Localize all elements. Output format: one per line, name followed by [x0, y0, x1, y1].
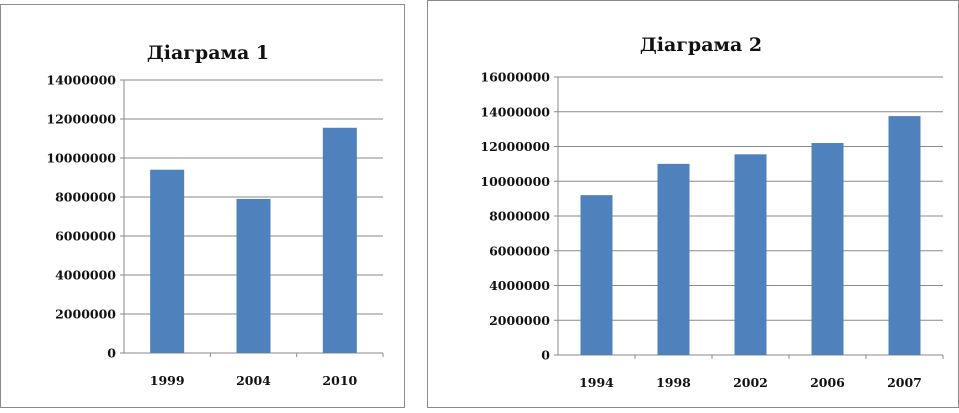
- c2-y-tick-label: 10000000: [480, 174, 550, 189]
- c1-y-tick-label: 12000000: [46, 112, 116, 127]
- c1-y-tick-label: 14000000: [46, 73, 116, 88]
- c2-bar-2007: [888, 116, 921, 355]
- chart1-title: Діаграма 1: [147, 42, 269, 64]
- c1-x-tick-label: 2004: [236, 373, 271, 388]
- c2-x-tick-label: 2002: [733, 375, 768, 390]
- c1-y-tick-label: 4000000: [55, 268, 116, 283]
- chart2-y-tick-labels: 0 2000000 4000000 6000000 8000000 10000000 120…: [480, 70, 550, 363]
- chart2-bars: [580, 116, 921, 355]
- c1-y-tick-label: 10000000: [46, 151, 116, 166]
- c2-y-tick-label: 2000000: [489, 313, 550, 328]
- chart2-x-tick-labels: 1994 1998 2002 2006 2007: [579, 375, 922, 390]
- c2-x-tick-label: 2006: [810, 375, 845, 390]
- c1-bar-2004: [236, 198, 271, 353]
- c1-x-tick-label: 2010: [322, 373, 357, 388]
- chart2-title: Діаграма 2: [640, 34, 762, 56]
- chart2-frame: Діаграма 2 0 2000000 4000000 6000000 8000000…: [427, 0, 959, 408]
- chart1-top-border: [0, 4, 405, 5]
- c1-y-tick-label: 6000000: [55, 229, 116, 244]
- c2-x-tick-label: 2007: [887, 375, 922, 390]
- c1-y-tick-label: 2000000: [55, 307, 116, 322]
- c2-y-tick-label: 0: [541, 348, 550, 363]
- chart1-x-tick-labels: 1999 2004 2010: [150, 373, 358, 388]
- c2-bar-2006: [811, 143, 844, 355]
- chart1-y-tick-labels: 0 2000000 4000000 6000000 8000000 10000000 120…: [46, 73, 116, 361]
- c2-bar-2002: [734, 154, 767, 355]
- c1-x-tick-label: 1999: [150, 373, 185, 388]
- c1-y-tick-label: 8000000: [55, 190, 116, 205]
- chart1-bars: [150, 127, 357, 354]
- chart2-svg: Діаграма 2 0 2000000 4000000 6000000 8000000…: [480, 34, 944, 390]
- c2-y-tick-label: 12000000: [480, 139, 550, 154]
- chart1-frame: Діаграма 1 0 2000000 4000000 6000000 8000000…: [0, 5, 405, 408]
- c2-y-tick-label: 14000000: [480, 104, 550, 119]
- c2-y-tick-label: 6000000: [489, 243, 550, 258]
- c1-bar-2010: [322, 127, 357, 354]
- c1-y-tick-label: 0: [107, 346, 116, 361]
- c2-x-tick-label: 1994: [579, 375, 614, 390]
- c2-bar-1994: [580, 195, 613, 355]
- c2-y-tick-label: 4000000: [489, 278, 550, 293]
- c2-y-tick-label: 8000000: [489, 209, 550, 224]
- chart1-svg: Діаграма 1 0 2000000 4000000 6000000 8000000…: [46, 42, 384, 388]
- c1-bar-1999: [150, 169, 185, 353]
- c2-bar-1998: [657, 163, 690, 355]
- c2-x-tick-label: 1998: [656, 375, 691, 390]
- c2-y-tick-label: 16000000: [480, 70, 550, 85]
